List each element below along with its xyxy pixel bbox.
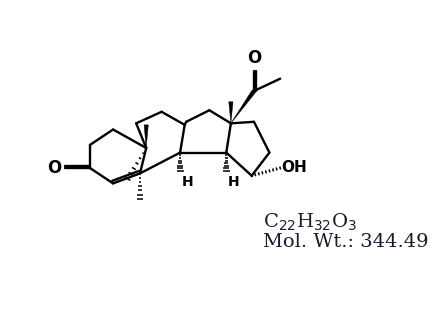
Polygon shape bbox=[231, 90, 256, 123]
Text: O: O bbox=[47, 159, 62, 177]
Text: C$_{22}$H$_{32}$O$_3$: C$_{22}$H$_{32}$O$_3$ bbox=[263, 211, 357, 232]
Text: H: H bbox=[181, 175, 193, 189]
Text: O: O bbox=[247, 49, 261, 67]
Text: H: H bbox=[228, 175, 240, 189]
Text: OH: OH bbox=[282, 160, 307, 175]
Polygon shape bbox=[229, 102, 233, 123]
Text: Mol. Wt.: 344.49: Mol. Wt.: 344.49 bbox=[263, 233, 429, 251]
Polygon shape bbox=[144, 125, 148, 148]
